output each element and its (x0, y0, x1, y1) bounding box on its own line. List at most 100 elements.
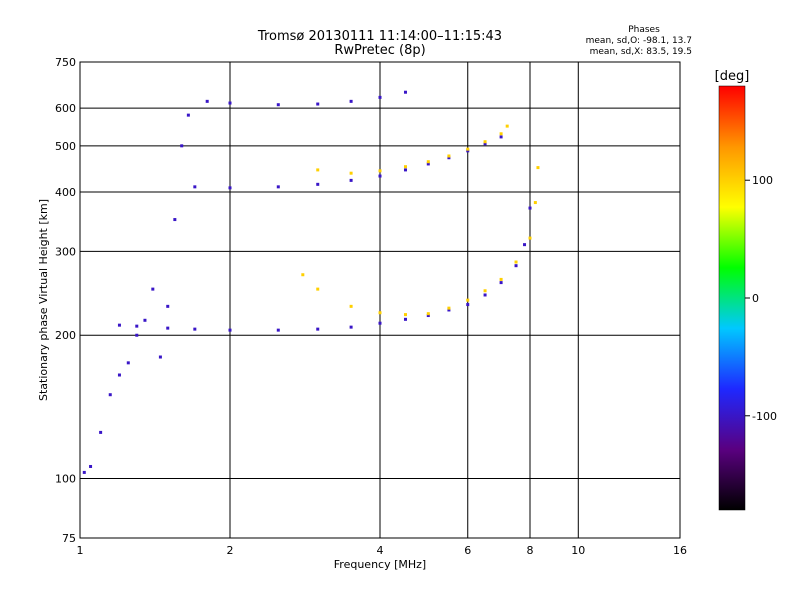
y-tick-label: 750 (55, 56, 76, 69)
data-point (514, 260, 518, 264)
data-point (228, 101, 232, 105)
data-point (533, 201, 537, 205)
chart-subtitle: RwPretec (8p) (334, 43, 425, 58)
data-point (126, 361, 130, 365)
data-point (349, 99, 353, 103)
data-point (523, 243, 527, 247)
x-axis-label: Frequency [MHz] (334, 558, 426, 571)
data-point (403, 313, 407, 317)
y-tick-label: 100 (55, 473, 76, 486)
data-point (135, 324, 139, 328)
chart-title: Tromsø 20130111 11:14:00–11:15:43 (257, 29, 502, 44)
data-point (483, 289, 487, 293)
colorbar-tick-label: -100 (752, 410, 777, 423)
x-tick-label: 8 (527, 544, 534, 557)
data-point (349, 171, 353, 175)
data-point (349, 304, 353, 308)
y-tick-labels: 75 100 200 300 400 500 600 750 (55, 56, 76, 545)
data-point (403, 317, 407, 321)
data-point (205, 99, 209, 103)
colorbar-tick-label: 100 (752, 174, 773, 187)
y-tick-label: 500 (55, 140, 76, 153)
data-point (426, 312, 430, 316)
data-point (447, 156, 451, 160)
data-point (426, 162, 430, 166)
data-point (403, 168, 407, 172)
data-point (316, 182, 320, 186)
data-point (378, 311, 382, 315)
data-point (447, 154, 451, 158)
phase-stats-o: mean, sd,O: -98.1, 13.7 (586, 36, 692, 46)
data-point (528, 236, 532, 240)
y-tick-label: 400 (55, 186, 76, 199)
data-point (499, 132, 503, 136)
colorbar (718, 85, 746, 511)
y-tick-label: 600 (55, 102, 76, 115)
data-point (82, 470, 86, 474)
data-point (426, 160, 430, 164)
data-point (99, 430, 103, 434)
data-point (276, 103, 280, 107)
colorbar-label: [deg] (715, 69, 750, 84)
data-point (143, 318, 147, 322)
data-point (158, 355, 162, 359)
data-point (301, 273, 305, 277)
y-tick-label: 300 (55, 245, 76, 258)
data-point (483, 140, 487, 144)
colorbar-tick-label: 0 (752, 292, 759, 305)
data-point (316, 102, 320, 106)
data-point (483, 142, 487, 146)
data-point (349, 178, 353, 182)
data-point (514, 264, 518, 268)
data-point (447, 308, 451, 312)
data-point (180, 144, 184, 148)
phase-stats-label: Phases (628, 25, 660, 35)
data-point (316, 287, 320, 291)
data-point (466, 147, 470, 151)
x-tick-labels: 1 2 4 6 8 10 16 (77, 544, 688, 557)
data-point (108, 393, 112, 397)
data-point (499, 281, 503, 285)
data-point (166, 304, 170, 308)
data-point (228, 186, 232, 190)
data-point (151, 287, 155, 291)
data-point (316, 327, 320, 331)
data-point (528, 206, 532, 210)
data-point (466, 149, 470, 153)
data-point (378, 169, 382, 173)
y-tick-label: 200 (55, 329, 76, 342)
x-tick-label: 1 (77, 544, 84, 557)
data-point (466, 298, 470, 302)
data-point (193, 185, 197, 189)
data-point (173, 218, 177, 222)
data-point (166, 326, 170, 330)
data-points (82, 90, 540, 474)
data-point (276, 185, 280, 189)
data-point (186, 113, 190, 117)
data-point (349, 325, 353, 329)
data-point (193, 327, 197, 331)
x-tick-label: 4 (377, 544, 384, 557)
x-tick-label: 10 (571, 544, 585, 557)
data-point (228, 328, 232, 332)
data-point (316, 168, 320, 172)
data-point (135, 333, 139, 337)
data-point (378, 95, 382, 99)
x-tick-label: 6 (464, 544, 471, 557)
data-point (505, 124, 509, 128)
y-axis-label: Stationary phase Virtual Height [km] (37, 199, 50, 401)
data-point (499, 277, 503, 281)
grid-lines (80, 62, 680, 538)
colorbar-ticks: 100 0 -100 (745, 174, 777, 423)
data-point (378, 174, 382, 178)
data-point (403, 165, 407, 169)
phase-stats-x: mean, sd,X: 83.5, 19.5 (590, 47, 692, 57)
data-point (426, 314, 430, 318)
data-point (378, 321, 382, 325)
data-point (499, 135, 503, 139)
data-point (117, 323, 121, 327)
data-point (276, 328, 280, 332)
data-point (466, 303, 470, 307)
x-tick-label: 2 (227, 544, 234, 557)
